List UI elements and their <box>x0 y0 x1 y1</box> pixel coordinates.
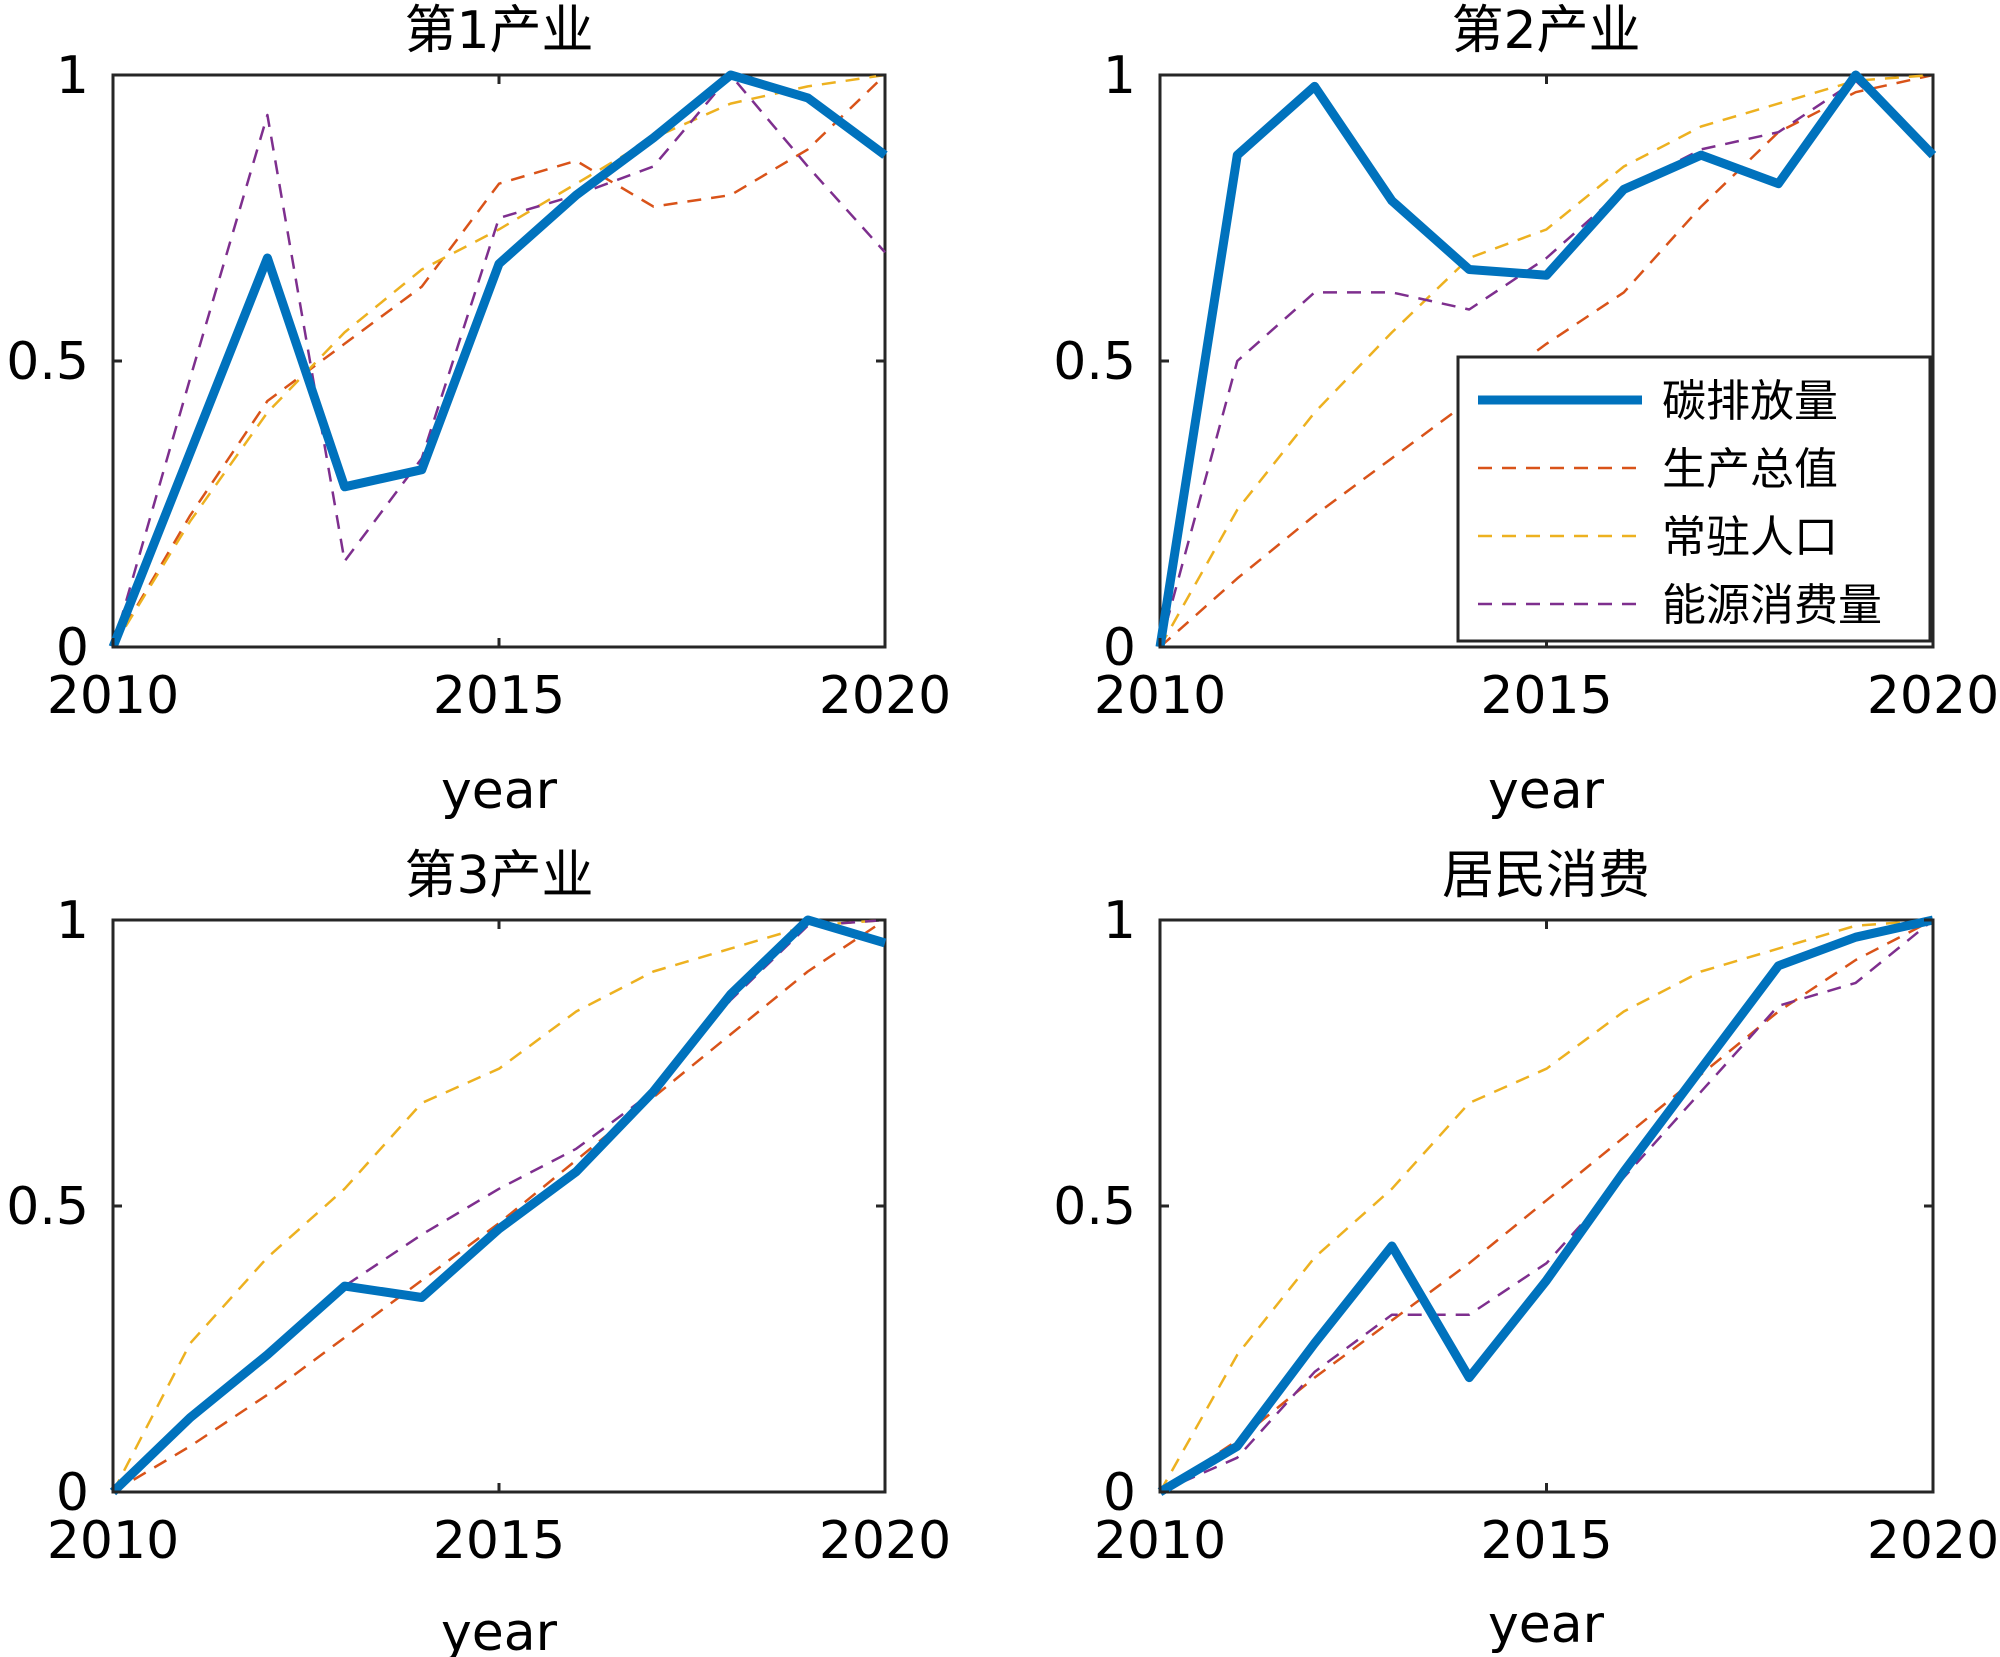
x-tick-label: 2020 <box>1867 1511 1999 1571</box>
panel-secondary-industry: 第2产业 2010 2015 2020 0 0.5 1 year 碳排放量 生产总值 常驻… <box>1053 1 1999 821</box>
x-tick-label: 2020 <box>819 1511 951 1571</box>
x-axis-label: year <box>1488 761 1605 821</box>
series-line-gdp <box>1159 918 1934 1494</box>
y-tick-label: 0 <box>1103 618 1136 678</box>
series-line-energy-consumption <box>1158 79 1934 648</box>
legend-label-carbon: 碳排放量 <box>1662 376 1838 427</box>
x-tick-label: 2010 <box>1094 666 1226 726</box>
series-line-energy-consumption <box>111 73 886 648</box>
x-axis-label: year <box>441 1603 558 1657</box>
series-line-energy-consumption <box>1159 919 1934 1494</box>
legend-label-population: 常驻人口 <box>1662 512 1838 563</box>
x-tick-label: 2010 <box>47 666 179 726</box>
x-axis-label: year <box>1488 1595 1605 1655</box>
x-tick-label: 2020 <box>1867 666 1999 726</box>
legend-label-energy: 能源消费量 <box>1662 580 1882 631</box>
x-tick-label: 2015 <box>433 1511 565 1571</box>
y-tick-label: 1 <box>1103 46 1136 106</box>
y-tick-label: 0.5 <box>6 1177 89 1237</box>
y-tick-label: 0 <box>56 618 89 678</box>
y-tick-label: 1 <box>56 46 89 106</box>
x-tick-label: 2015 <box>1480 1511 1612 1571</box>
axes-box <box>1158 918 1935 1494</box>
x-tick-label: 2015 <box>433 666 565 726</box>
panel-tertiary-industry: 第3产业 2010 2015 2020 0 0.5 1 year <box>6 846 951 1657</box>
series-line-carbon-emissions <box>1157 915 1934 1496</box>
y-tick-label: 0.5 <box>6 332 89 392</box>
series-line-carbon-emissions <box>108 70 888 649</box>
axes-box <box>111 73 887 649</box>
panel-title: 第1产业 <box>404 1 593 61</box>
series-line-carbon-emissions <box>1155 70 1937 648</box>
series-line-resident-population <box>1158 918 1934 1493</box>
panel-title: 居民消费 <box>1442 846 1650 906</box>
legend: 碳排放量 生产总值 常驻人口 能源消费量 <box>1456 355 1932 643</box>
series-line-resident-population <box>111 73 886 648</box>
y-tick-label: 0.5 <box>1053 1177 1136 1237</box>
y-tick-label: 0 <box>56 1463 89 1523</box>
panel-household-consumption: 居民消费 2010 2015 2020 0 0.5 1 year <box>1053 846 1999 1655</box>
series-line-gdp <box>1159 73 1934 648</box>
y-tick-label: 1 <box>56 891 89 951</box>
y-tick-label: 0.5 <box>1053 332 1136 392</box>
legend-label-gdp: 生产总值 <box>1662 444 1838 495</box>
panel-title: 第3产业 <box>404 846 593 906</box>
series-line-gdp <box>112 918 886 1494</box>
series-line-resident-population <box>111 918 886 1493</box>
axes-box <box>111 918 887 1494</box>
x-tick-label: 2020 <box>819 666 951 726</box>
series-line-carbon-emissions <box>109 915 887 1496</box>
y-tick-label: 1 <box>1103 891 1136 951</box>
panel-title: 第2产业 <box>1451 1 1640 61</box>
series-line-gdp <box>111 74 886 648</box>
x-tick-label: 2015 <box>1480 666 1612 726</box>
x-tick-label: 2010 <box>1094 1511 1226 1571</box>
panel-primary-industry: 第1产业 2010 2015 2020 0 0.5 1 year <box>6 1 951 821</box>
y-tick-label: 0 <box>1103 1463 1136 1523</box>
x-axis-label: year <box>441 761 558 821</box>
series-line-resident-population <box>1158 73 1934 648</box>
x-tick-label: 2010 <box>47 1511 179 1571</box>
